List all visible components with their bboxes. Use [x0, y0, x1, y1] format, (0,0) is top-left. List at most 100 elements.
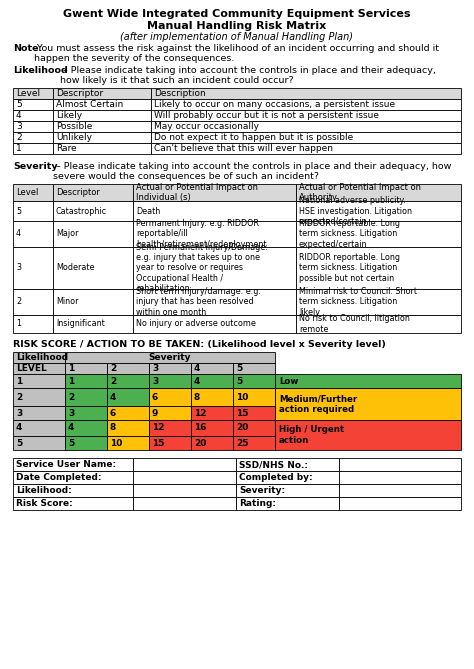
Bar	[65, 436, 107, 450]
Bar	[65, 406, 107, 420]
Text: – Please indicate taking into account the controls in place and their adequacy, : – Please indicate taking into account th…	[53, 162, 451, 181]
Text: Severity: Severity	[13, 162, 58, 171]
Text: Date Completed:: Date Completed:	[16, 473, 101, 482]
Bar	[107, 420, 149, 436]
Text: 8: 8	[194, 393, 200, 401]
Text: 1: 1	[16, 320, 21, 328]
Bar	[275, 388, 461, 420]
Text: Severity:: Severity:	[239, 486, 285, 495]
Bar	[236, 471, 339, 484]
Bar	[53, 201, 133, 221]
Bar	[339, 458, 461, 471]
Text: 6: 6	[110, 409, 116, 417]
Text: 12: 12	[152, 423, 164, 432]
Bar	[151, 121, 461, 132]
Bar	[13, 143, 53, 154]
Text: May occur occasionally: May occur occasionally	[154, 122, 259, 131]
Bar	[151, 99, 461, 110]
Bar	[13, 458, 133, 471]
Bar	[233, 388, 275, 406]
Text: 1: 1	[16, 377, 22, 385]
Text: 3: 3	[152, 377, 158, 385]
Bar	[236, 484, 339, 497]
Text: 2: 2	[16, 393, 22, 401]
Bar	[133, 221, 296, 247]
Bar	[296, 247, 461, 289]
Text: Can't believe that this will ever happen: Can't believe that this will ever happen	[154, 144, 333, 153]
Text: RIDDOR reportable. Long
term sickness. Litigation
possible but not certain: RIDDOR reportable. Long term sickness. L…	[299, 253, 400, 283]
Text: Risk Score:: Risk Score:	[16, 499, 73, 508]
Text: Permanent Injury: e.g. RIDDOR
reportable/ill
health/retirement/redeployment: Permanent Injury: e.g. RIDDOR reportable…	[136, 219, 266, 249]
Text: Manual Handling Risk Matrix: Manual Handling Risk Matrix	[147, 21, 327, 31]
Text: Low: Low	[279, 377, 298, 385]
Bar	[65, 420, 107, 436]
Text: No risk to Council, litigation
remote: No risk to Council, litigation remote	[299, 314, 410, 334]
Bar	[65, 363, 107, 374]
Bar	[296, 289, 461, 315]
Bar	[133, 484, 236, 497]
Bar	[149, 374, 191, 388]
Bar	[149, 420, 191, 436]
Bar	[149, 406, 191, 420]
Text: 4: 4	[194, 377, 201, 385]
Bar	[65, 374, 107, 388]
Bar	[13, 388, 65, 406]
Bar	[13, 221, 53, 247]
Text: 3: 3	[152, 364, 158, 373]
Text: Actual or Potential Impact on
Authority: Actual or Potential Impact on Authority	[299, 183, 421, 202]
Text: 3: 3	[16, 409, 22, 417]
Bar	[13, 363, 65, 374]
Text: Description: Description	[154, 89, 206, 98]
Text: Descriptor: Descriptor	[56, 89, 103, 98]
Text: 15: 15	[236, 409, 248, 417]
Text: Note:: Note:	[13, 44, 42, 53]
Text: Catastrophic: Catastrophic	[56, 207, 107, 215]
Bar	[107, 406, 149, 420]
Text: Level: Level	[16, 188, 38, 197]
Text: 3: 3	[16, 122, 22, 131]
Bar	[53, 315, 133, 333]
Text: Rare: Rare	[56, 144, 77, 153]
Text: Likelihood:: Likelihood:	[16, 486, 72, 495]
Bar	[233, 436, 275, 450]
Text: Major: Major	[56, 229, 79, 239]
Bar	[13, 201, 53, 221]
Text: Will probably occur but it is not a persistent issue: Will probably occur but it is not a pers…	[154, 111, 379, 120]
Bar	[133, 201, 296, 221]
Text: RIDDOR reportable. Long
term sickness. Litigation
expected/certain: RIDDOR reportable. Long term sickness. L…	[299, 219, 400, 249]
Text: Minimal risk to Council. Short
term sickness. Litigation
likely: Minimal risk to Council. Short term sick…	[299, 287, 417, 317]
Bar	[133, 497, 236, 510]
Bar	[191, 363, 233, 374]
Text: 2: 2	[16, 133, 22, 142]
Bar	[151, 143, 461, 154]
Text: 1: 1	[68, 364, 74, 373]
Text: LEVEL: LEVEL	[16, 364, 47, 373]
Bar	[13, 110, 53, 121]
Text: Descriptor: Descriptor	[56, 188, 100, 197]
Bar	[13, 88, 53, 99]
Text: 8: 8	[110, 423, 116, 432]
Bar	[275, 420, 461, 450]
Bar	[191, 406, 233, 420]
Bar	[13, 420, 65, 436]
Text: 5: 5	[236, 377, 242, 385]
Text: 25: 25	[236, 438, 248, 448]
Bar	[149, 388, 191, 406]
Text: 20: 20	[194, 438, 206, 448]
Bar	[53, 121, 151, 132]
Bar	[13, 436, 65, 450]
Bar	[236, 497, 339, 510]
Text: 1: 1	[68, 377, 74, 385]
Text: Semi-Permanent Injury/Damage:
e.g. injury that takes up to one
year to resolve o: Semi-Permanent Injury/Damage: e.g. injur…	[136, 243, 268, 293]
Bar	[149, 363, 191, 374]
Bar	[233, 363, 275, 374]
Text: 16: 16	[194, 423, 207, 432]
Bar	[13, 132, 53, 143]
Bar	[133, 458, 236, 471]
Text: 4: 4	[68, 423, 74, 432]
Bar	[53, 143, 151, 154]
Text: 5: 5	[16, 438, 22, 448]
Text: 5: 5	[16, 100, 22, 109]
Text: Insignificant: Insignificant	[56, 320, 105, 328]
Bar	[133, 471, 236, 484]
